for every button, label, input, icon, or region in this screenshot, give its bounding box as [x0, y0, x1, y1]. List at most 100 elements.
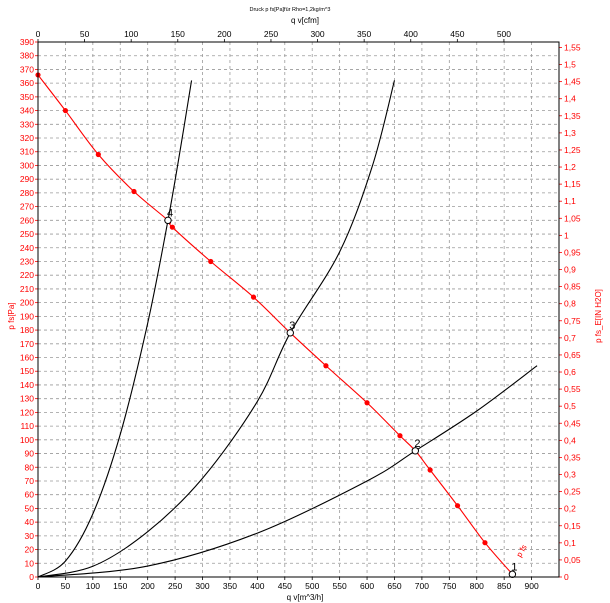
y-tick-label: 70 — [25, 476, 35, 486]
x-tick-label: 50 — [61, 581, 71, 591]
y2-tick-label: 0,75 — [564, 316, 581, 326]
system-curve-2 — [37, 80, 396, 578]
y2-tick-label: 1,45 — [564, 77, 581, 87]
left-axis-label: p fs[Pa] — [7, 302, 16, 329]
x2-tick-label: 500 — [497, 29, 511, 39]
top-axis-label: q v[cfm] — [291, 16, 319, 25]
y-tick-label: 110 — [20, 421, 34, 431]
operating-point-label-2: 2 — [414, 438, 420, 450]
x2-tick-label: 100 — [124, 29, 138, 39]
operating-point-2 — [411, 447, 420, 455]
axis-ticks: 0 50 100 150 200 250 300 350 400 450 500 550 600 650 7… — [20, 29, 581, 591]
y-tick-label: 200 — [20, 298, 34, 308]
y2-tick-label: 0,3 — [564, 470, 576, 480]
x-tick-label: 800 — [470, 581, 484, 591]
y2-tick-label: 0,1 — [564, 538, 576, 548]
operating-point-4 — [164, 216, 172, 225]
y-tick-label: 60 — [25, 490, 35, 500]
y2-tick-label: 0,9 — [564, 265, 576, 275]
x-tick-label: 500 — [305, 581, 319, 591]
fan-curve-point — [62, 107, 69, 114]
y-tick-label: 330 — [20, 119, 34, 129]
x-tick-label: 150 — [113, 581, 127, 591]
y-tick-label: 30 — [25, 531, 35, 541]
y2-tick-label: 1,1 — [564, 196, 576, 206]
fan-curve-point — [364, 400, 370, 406]
bottom-axis-label: q v[m^3/h] — [287, 593, 324, 602]
x2-tick-label: 150 — [171, 29, 185, 39]
y-tick-label: 380 — [20, 51, 34, 61]
x2-tick-label: 50 — [80, 29, 90, 39]
y2-tick-label: 1,3 — [564, 128, 576, 138]
y-tick-label: 180 — [20, 325, 34, 335]
x-tick-label: 700 — [415, 581, 429, 591]
y-tick-label: 10 — [25, 558, 35, 568]
y-tick-label: 150 — [20, 366, 34, 376]
y2-tick-label: 0,2 — [564, 504, 576, 514]
system-curve-3 — [37, 365, 538, 578]
fan-curve-label: p fs — [515, 543, 529, 559]
y-tick-label: 140 — [20, 380, 34, 390]
y2-tick-label: 0,55 — [564, 384, 581, 394]
fan-curve-point — [208, 258, 214, 265]
y-tick-label: 80 — [25, 462, 35, 472]
fan-curve-point — [131, 188, 137, 195]
x2-tick-label: 400 — [404, 29, 418, 39]
y2-tick-label: 1,05 — [564, 213, 581, 223]
y-tick-label: 240 — [20, 243, 34, 253]
chart-title: Druck p fs[Pa]für Rho=1,2kg/m^3 — [250, 7, 331, 13]
y2-tick-label: 1,35 — [564, 111, 581, 121]
y-tick-label: 270 — [20, 202, 34, 212]
fan-curve-point — [427, 467, 433, 473]
fan-curve — [37, 74, 513, 575]
y2-tick-label: 0 — [564, 572, 569, 582]
y-tick-label: 370 — [20, 64, 34, 74]
y2-tick-label: 0,05 — [564, 555, 581, 565]
y2-tick-label: 1,2 — [564, 162, 576, 172]
x-tick-label: 750 — [442, 581, 456, 591]
operating-point-label-1: 1 — [511, 561, 517, 573]
y-tick-label: 250 — [20, 229, 34, 239]
y-tick-label: 20 — [25, 545, 35, 555]
y-tick-label: 350 — [20, 92, 34, 102]
x-tick-label: 550 — [333, 581, 347, 591]
operating-point-label-3: 3 — [289, 320, 295, 332]
x-tick-label: 100 — [86, 581, 100, 591]
y2-tick-label: 0,95 — [564, 247, 581, 257]
system-curve-1 — [37, 80, 193, 578]
x-tick-label: 250 — [168, 581, 182, 591]
right-axis-label: p fs_E[IN H2O] — [594, 289, 603, 343]
y-tick-label: 40 — [25, 517, 35, 527]
x2-tick-label: 450 — [450, 29, 464, 39]
y-tick-label: 0 — [29, 572, 34, 582]
y2-tick-label: 0,15 — [564, 521, 581, 531]
y2-tick-label: 1,55 — [564, 42, 581, 52]
y2-tick-label: 0,7 — [564, 333, 576, 343]
y2-tick-label: 1,15 — [564, 179, 581, 189]
fan-curve-point — [250, 294, 257, 300]
operating-point-3 — [286, 329, 294, 337]
y2-tick-label: 0,45 — [564, 418, 581, 428]
x2-tick-label: 300 — [310, 29, 324, 39]
y-tick-label: 310 — [20, 147, 34, 157]
x-tick-label: 200 — [141, 581, 155, 591]
y2-tick-label: 0,6 — [564, 367, 576, 377]
y2-tick-label: 0,25 — [564, 487, 581, 497]
y-tick-label: 210 — [20, 284, 34, 294]
y-tick-label: 280 — [20, 188, 34, 198]
y-tick-label: 160 — [20, 353, 34, 363]
y-tick-label: 390 — [20, 37, 34, 47]
x-tick-label: 900 — [524, 581, 538, 591]
fan-curve-point — [95, 151, 101, 158]
x-tick-label: 350 — [223, 581, 237, 591]
x-tick-label: 650 — [387, 581, 401, 591]
y-tick-label: 340 — [20, 106, 34, 116]
y-tick-label: 320 — [20, 133, 34, 143]
y2-tick-label: 1,25 — [564, 145, 581, 155]
y-tick-label: 190 — [20, 311, 34, 321]
fan-curve-point — [454, 503, 461, 509]
y-tick-label: 290 — [20, 174, 34, 184]
x2-tick-label: 350 — [357, 29, 371, 39]
y2-tick-label: 0,5 — [564, 401, 576, 411]
